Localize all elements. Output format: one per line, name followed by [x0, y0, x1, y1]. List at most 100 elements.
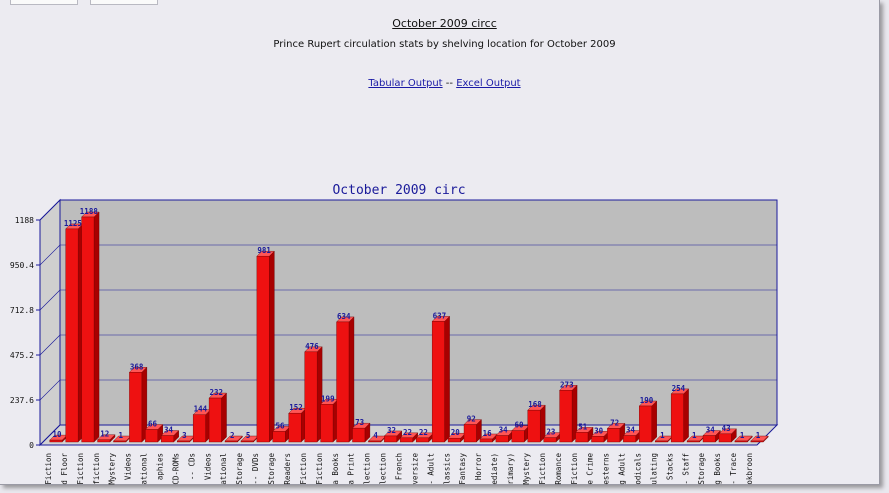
x-tick-label: Horror	[474, 453, 483, 481]
bar-value-label: 1188	[80, 207, 99, 216]
page-title-text: October 2009 circc	[392, 17, 497, 30]
bar-value-label: 30	[594, 426, 604, 435]
bar	[288, 413, 302, 443]
bar	[527, 409, 541, 443]
bar	[145, 429, 158, 443]
bar	[113, 440, 127, 443]
browser-toolbar-strip	[0, 0, 889, 5]
x-tick-label: e Crime	[586, 453, 595, 485]
x-tick-label: rimary)	[506, 453, 515, 485]
x-tick-label: versize	[410, 453, 419, 485]
x-tick-label: d Floor	[60, 453, 69, 485]
bar-value-label: 4	[373, 431, 378, 440]
gridline-diagonal	[39, 244, 61, 266]
x-tick-label: ulating	[649, 453, 658, 485]
x-tick-label: - Adult	[426, 453, 435, 485]
x-tick-label: Stacks	[665, 453, 674, 480]
x-tick-label: a Print	[347, 453, 356, 485]
page-title: October 2009 circc	[0, 17, 889, 30]
x-tick-label: mediate)	[490, 453, 499, 485]
bar-value-label: 60	[515, 421, 525, 430]
bar	[224, 440, 238, 443]
x-tick-label: aphies	[156, 453, 165, 480]
x-tick-label: Storage	[697, 453, 706, 485]
bar-side	[348, 316, 355, 443]
x-tick-label: Videos	[203, 453, 212, 480]
x-tick-label: ational	[219, 453, 228, 485]
bar	[368, 440, 382, 443]
x-tick-label: -- CDs	[187, 453, 196, 480]
bar	[272, 431, 286, 443]
bar	[655, 440, 668, 443]
bar-value-label: 5	[246, 431, 251, 440]
x-tick-label: a Books	[331, 453, 340, 485]
x-tick-label: Storage	[235, 453, 244, 485]
bar	[463, 424, 477, 443]
bar	[511, 430, 525, 443]
x-tick-label: Fiction	[44, 453, 53, 485]
chart-back-wall	[59, 199, 778, 426]
y-tick-label: 950.4	[10, 261, 34, 270]
bar-value-label: 3	[182, 431, 187, 440]
chart-side-wall	[39, 198, 61, 447]
bar	[559, 390, 573, 443]
bar	[591, 436, 605, 443]
y-tick-label: 712.8	[10, 306, 34, 315]
bar-value-label: 168	[528, 400, 542, 409]
x-tick-label: French	[395, 453, 404, 480]
bar-value-label: 10	[52, 430, 62, 439]
bar	[192, 414, 206, 443]
tabular-output-link[interactable]: Tabular Output	[368, 78, 443, 89]
bar-value-label: 273	[560, 380, 574, 389]
gridline-diagonal	[39, 199, 61, 221]
bar	[495, 435, 509, 443]
x-tick-label: Romance	[554, 453, 563, 485]
bar-side	[444, 315, 450, 443]
bar	[639, 405, 652, 443]
bar	[607, 428, 621, 443]
bar	[240, 440, 254, 443]
y-tick-label: 0	[29, 441, 34, 450]
x-tick-label: Fiction	[76, 453, 85, 485]
bar-value-label: 43	[722, 424, 732, 433]
bar	[431, 321, 445, 443]
y-tick-label: 475.2	[10, 351, 34, 360]
bar-value-label: 1	[756, 431, 761, 440]
bar	[623, 435, 636, 443]
x-tick-label: Fantasy	[458, 453, 467, 485]
x-tick-label: ational	[140, 453, 149, 485]
x-tick-label: esterns	[602, 453, 611, 485]
excel-output-link[interactable]: Excel Output	[456, 78, 521, 89]
bar	[256, 256, 270, 443]
bar-value-label: 92	[467, 415, 476, 424]
bar-value-label: 34	[164, 426, 174, 435]
bar	[734, 440, 748, 443]
bar-value-label: 368	[130, 362, 144, 371]
bar	[718, 433, 732, 443]
x-tick-label: Videos	[124, 453, 133, 480]
bar-side	[221, 392, 227, 443]
x-tick-label: lection	[379, 453, 388, 485]
x-tick-label: Fiction	[570, 453, 579, 485]
bar-value-label: 73	[355, 418, 365, 427]
bar-value-label: 72	[610, 418, 619, 427]
bar	[49, 439, 63, 443]
bar	[352, 427, 366, 443]
x-tick-label: Mystery	[108, 453, 117, 485]
y-tick-label: 1188	[15, 216, 34, 225]
gridline-diagonal	[39, 379, 61, 401]
toolbar-button[interactable]	[10, 0, 78, 5]
bar-value-label: 22	[419, 428, 428, 437]
bar	[575, 432, 589, 443]
bar	[750, 440, 764, 443]
output-links: Tabular Output -- Excel Output	[0, 78, 889, 89]
x-tick-label: CD-ROMs	[171, 453, 180, 485]
bar-value-label: 34	[499, 426, 509, 435]
bar	[400, 437, 413, 443]
x-tick-label: lection	[363, 453, 372, 485]
toolbar-button[interactable]	[90, 0, 158, 5]
bar	[177, 440, 190, 443]
x-tick-label: Readers	[283, 453, 292, 485]
bar	[336, 321, 350, 443]
bar	[543, 437, 557, 443]
